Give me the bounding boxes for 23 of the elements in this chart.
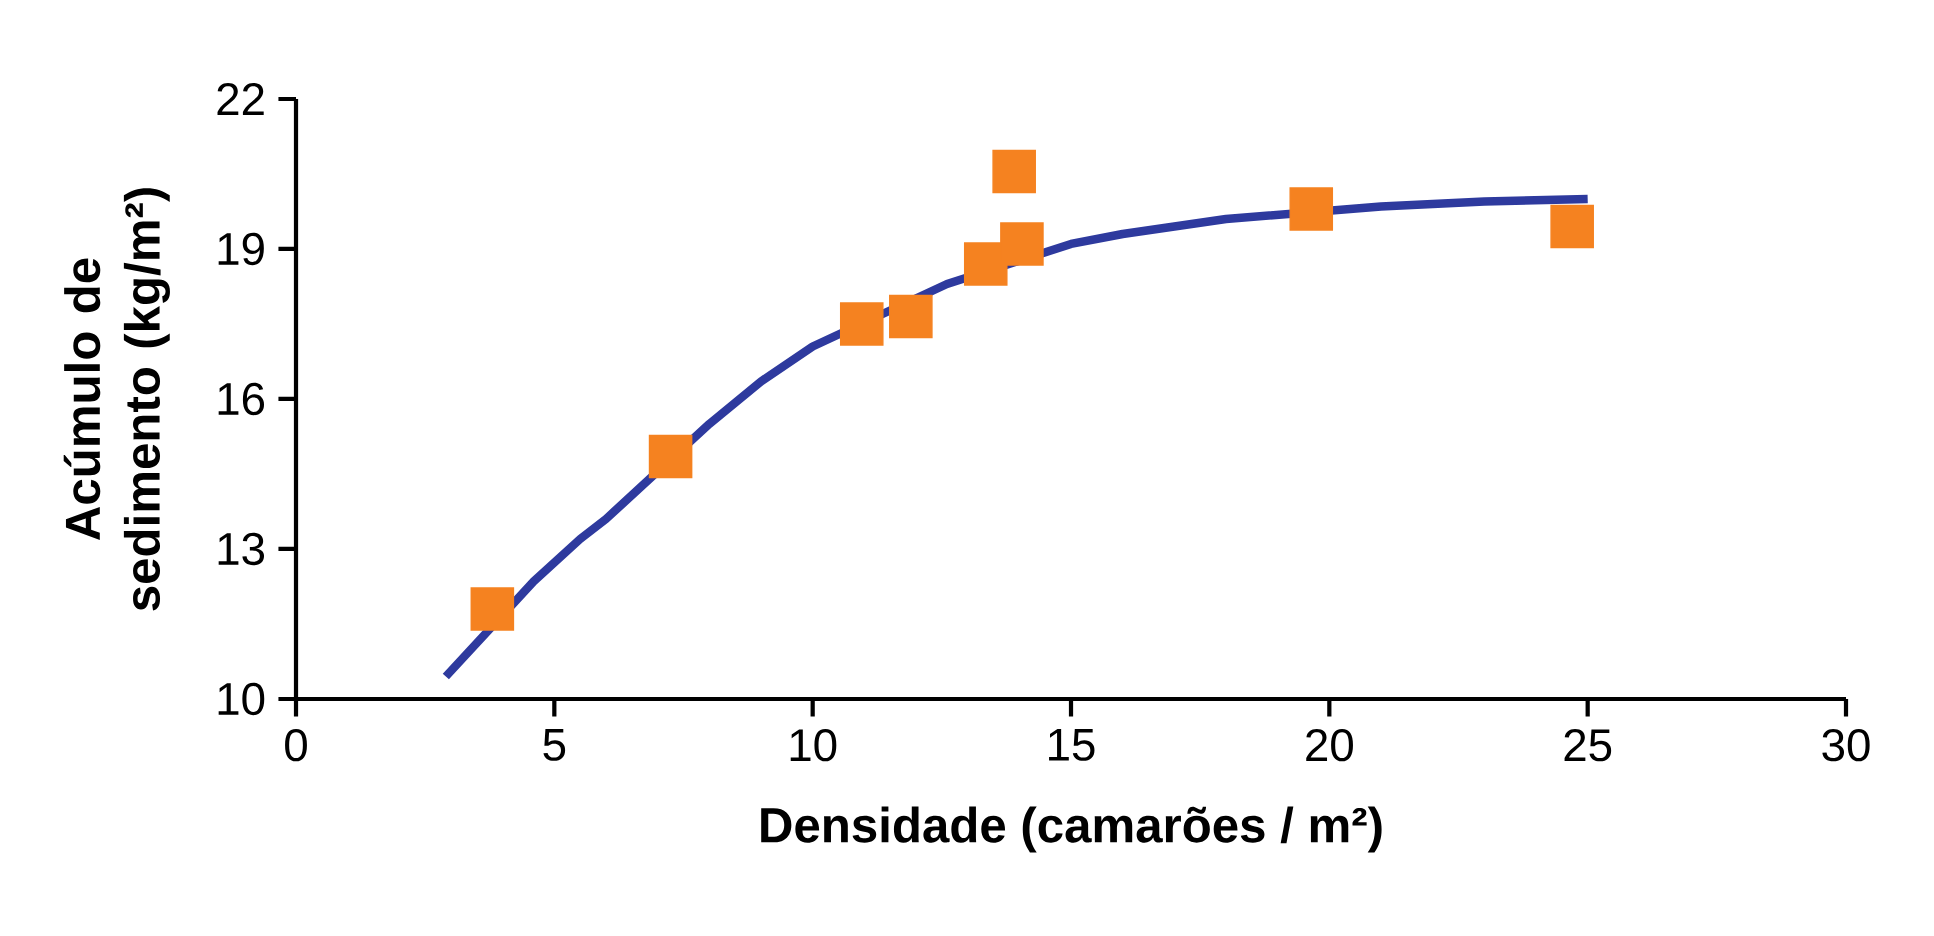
point: [839, 302, 884, 346]
y-tick-label: 22: [217, 83, 264, 115]
x-tick-label: 15: [1049, 729, 1095, 761]
point: [470, 587, 515, 631]
point: [1550, 204, 1594, 249]
x-axis-title: Densidade (camarões / m²): [761, 806, 1382, 853]
point: [889, 294, 933, 339]
y-tick-label: 16: [218, 382, 265, 416]
point: [648, 434, 693, 479]
point: [992, 149, 1036, 194]
x-tick-label: 10: [790, 728, 837, 762]
point: [1289, 187, 1334, 231]
y-tick-label: 19: [218, 232, 264, 266]
x-tick-label: 20: [1306, 728, 1353, 762]
y-tick-label: 10: [218, 682, 265, 716]
point: [963, 242, 1008, 286]
x-tick-label: 5: [543, 729, 566, 761]
point: [1000, 222, 1044, 266]
x-tick-label: 0: [285, 728, 307, 762]
y-tick-label: 13: [218, 532, 265, 566]
x-tick-label: 30: [1822, 728, 1870, 762]
y-axis-title: Acúmulo de sedimento (kg/m²): [63, 188, 170, 611]
x-tick-label: 25: [1564, 728, 1612, 762]
